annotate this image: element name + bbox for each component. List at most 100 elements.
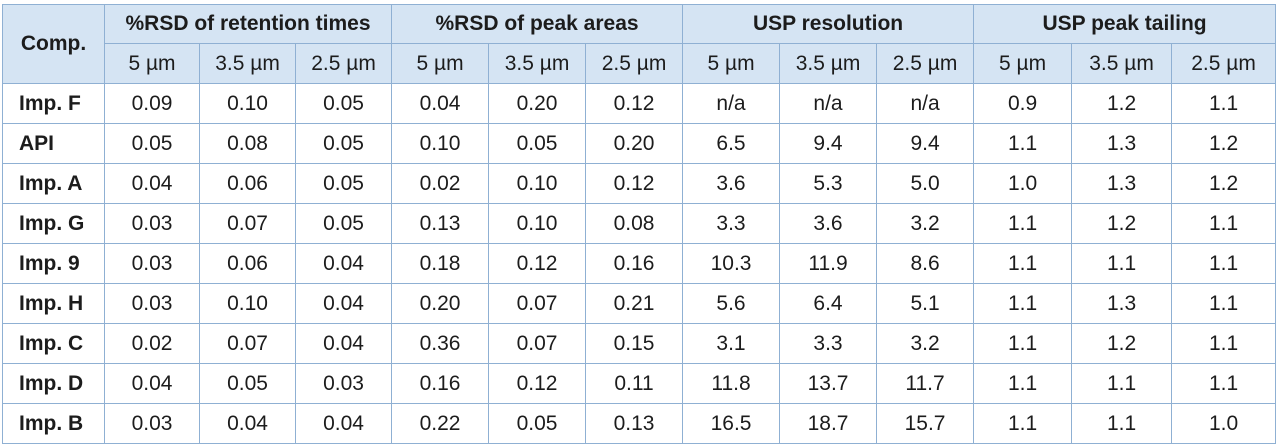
value-cell: 11.7 bbox=[876, 363, 975, 404]
table-row: API 0.05 0.08 0.05 0.10 0.05 0.20 6.5 9.4 9.4 1.1 1… bbox=[2, 123, 1277, 164]
compound-name: Imp. H bbox=[2, 283, 105, 324]
value-cell: 0.08 bbox=[199, 123, 296, 164]
value-cell: 0.07 bbox=[199, 203, 296, 244]
value-cell: n/a bbox=[876, 83, 975, 124]
compound-name: Imp. G bbox=[2, 203, 105, 244]
value-cell: 0.05 bbox=[199, 363, 296, 404]
value-cell: 0.06 bbox=[199, 163, 296, 204]
value-cell: 0.08 bbox=[585, 203, 684, 244]
value-cell: 0.10 bbox=[391, 123, 490, 164]
particle-size-header: 2.5 µm bbox=[876, 43, 975, 84]
value-cell: 0.10 bbox=[488, 163, 587, 204]
particle-size-header: 2.5 µm bbox=[294, 43, 393, 84]
value-cell: 0.16 bbox=[585, 243, 684, 284]
particle-size-header: 5 µm bbox=[104, 43, 200, 84]
value-cell: 0.12 bbox=[585, 83, 684, 124]
value-cell: 0.16 bbox=[391, 363, 490, 404]
value-cell: 1.1 bbox=[1171, 243, 1277, 284]
value-cell: 0.04 bbox=[104, 363, 200, 404]
value-cell: 1.1 bbox=[1071, 403, 1173, 444]
value-cell: 0.18 bbox=[391, 243, 490, 284]
value-cell: 0.04 bbox=[294, 243, 393, 284]
table-body: Imp. F 0.09 0.10 0.05 0.04 0.20 0.12 n/a n/a n/a 0… bbox=[2, 83, 1277, 444]
value-cell: 0.04 bbox=[294, 403, 393, 444]
value-cell: n/a bbox=[682, 83, 781, 124]
value-cell: 0.9 bbox=[973, 83, 1073, 124]
value-cell: 0.05 bbox=[294, 203, 393, 244]
particle-size-header: 3.5 µm bbox=[199, 43, 296, 84]
value-cell: 16.5 bbox=[682, 403, 781, 444]
particle-size-header: 3.5 µm bbox=[1071, 43, 1173, 84]
group-header-peak-areas: %RSD of peak areas bbox=[391, 4, 684, 44]
value-cell: 1.2 bbox=[1071, 83, 1173, 124]
value-cell: 3.1 bbox=[682, 323, 781, 364]
particle-size-header: 5 µm bbox=[682, 43, 781, 84]
value-cell: 0.05 bbox=[294, 123, 393, 164]
compound-name: API bbox=[2, 123, 105, 164]
value-cell: 0.04 bbox=[104, 163, 200, 204]
value-cell: 1.1 bbox=[973, 283, 1073, 324]
value-cell: 1.1 bbox=[1071, 243, 1173, 284]
value-cell: 1.0 bbox=[973, 163, 1073, 204]
value-cell: 1.2 bbox=[1071, 323, 1173, 364]
value-cell: 1.1 bbox=[973, 403, 1073, 444]
value-cell: 1.1 bbox=[1171, 283, 1277, 324]
value-cell: 0.03 bbox=[104, 283, 200, 324]
value-cell: 10.3 bbox=[682, 243, 781, 284]
value-cell: 5.0 bbox=[876, 163, 975, 204]
group-header-resolution: USP resolution bbox=[682, 4, 975, 44]
value-cell: 18.7 bbox=[779, 403, 878, 444]
table-row: Imp. H 0.03 0.10 0.04 0.20 0.07 0.21 5.6 6.4 5.1 1… bbox=[2, 283, 1277, 324]
value-cell: 1.1 bbox=[973, 323, 1073, 364]
value-cell: 9.4 bbox=[876, 123, 975, 164]
compound-name: Imp. F bbox=[2, 83, 105, 124]
value-cell: 6.4 bbox=[779, 283, 878, 324]
table-row: Imp. C 0.02 0.07 0.04 0.36 0.07 0.15 3.1 3.3 3.2 1… bbox=[2, 323, 1277, 364]
value-cell: 0.02 bbox=[391, 163, 490, 204]
value-cell: 1.1 bbox=[973, 203, 1073, 244]
value-cell: 0.04 bbox=[391, 83, 490, 124]
value-cell: 3.3 bbox=[682, 203, 781, 244]
value-cell: 0.03 bbox=[104, 243, 200, 284]
value-cell: 1.2 bbox=[1071, 203, 1173, 244]
particle-size-header: 5 µm bbox=[973, 43, 1073, 84]
value-cell: 0.03 bbox=[104, 403, 200, 444]
value-cell: 0.07 bbox=[488, 283, 587, 324]
value-cell: 0.20 bbox=[488, 83, 587, 124]
particle-size-header: 3.5 µm bbox=[779, 43, 878, 84]
value-cell: 15.7 bbox=[876, 403, 975, 444]
value-cell: 0.07 bbox=[488, 323, 587, 364]
value-cell: 1.1 bbox=[1071, 363, 1173, 404]
value-cell: 0.02 bbox=[104, 323, 200, 364]
value-cell: 3.6 bbox=[779, 203, 878, 244]
compound-name: Imp. 9 bbox=[2, 243, 105, 284]
value-cell: 0.10 bbox=[199, 283, 296, 324]
value-cell: 1.3 bbox=[1071, 283, 1173, 324]
value-cell: 0.15 bbox=[585, 323, 684, 364]
value-cell: 1.1 bbox=[1171, 323, 1277, 364]
particle-size-header: 2.5 µm bbox=[585, 43, 684, 84]
value-cell: 1.3 bbox=[1071, 123, 1173, 164]
value-cell: 11.8 bbox=[682, 363, 781, 404]
value-cell: 0.05 bbox=[294, 163, 393, 204]
value-cell: 0.20 bbox=[585, 123, 684, 164]
value-cell: 1.1 bbox=[973, 123, 1073, 164]
value-cell: 5.6 bbox=[682, 283, 781, 324]
value-cell: 1.1 bbox=[1171, 83, 1277, 124]
value-cell: 1.0 bbox=[1171, 403, 1277, 444]
compound-name: Imp. A bbox=[2, 163, 105, 204]
value-cell: 0.11 bbox=[585, 363, 684, 404]
value-cell: 1.1 bbox=[973, 243, 1073, 284]
value-cell: 1.2 bbox=[1171, 163, 1277, 204]
value-cell: 0.12 bbox=[488, 363, 587, 404]
table-row: Imp. F 0.09 0.10 0.05 0.04 0.20 0.12 n/a n/a n/a 0… bbox=[2, 83, 1277, 124]
value-cell: 0.04 bbox=[294, 323, 393, 364]
value-cell: 1.3 bbox=[1071, 163, 1173, 204]
table-row: Imp. G 0.03 0.07 0.05 0.13 0.10 0.08 3.3 3.6 3.2 1… bbox=[2, 203, 1277, 244]
value-cell: 8.6 bbox=[876, 243, 975, 284]
value-cell: 0.03 bbox=[294, 363, 393, 404]
value-cell: n/a bbox=[779, 83, 878, 124]
particle-size-header-row: 5 µm 3.5 µm 2.5 µm 5 µm 3.5 µm 2.5 µm 5 µm 3.5 … bbox=[3, 43, 1277, 84]
value-cell: 5.3 bbox=[779, 163, 878, 204]
value-cell: 0.05 bbox=[104, 123, 200, 164]
